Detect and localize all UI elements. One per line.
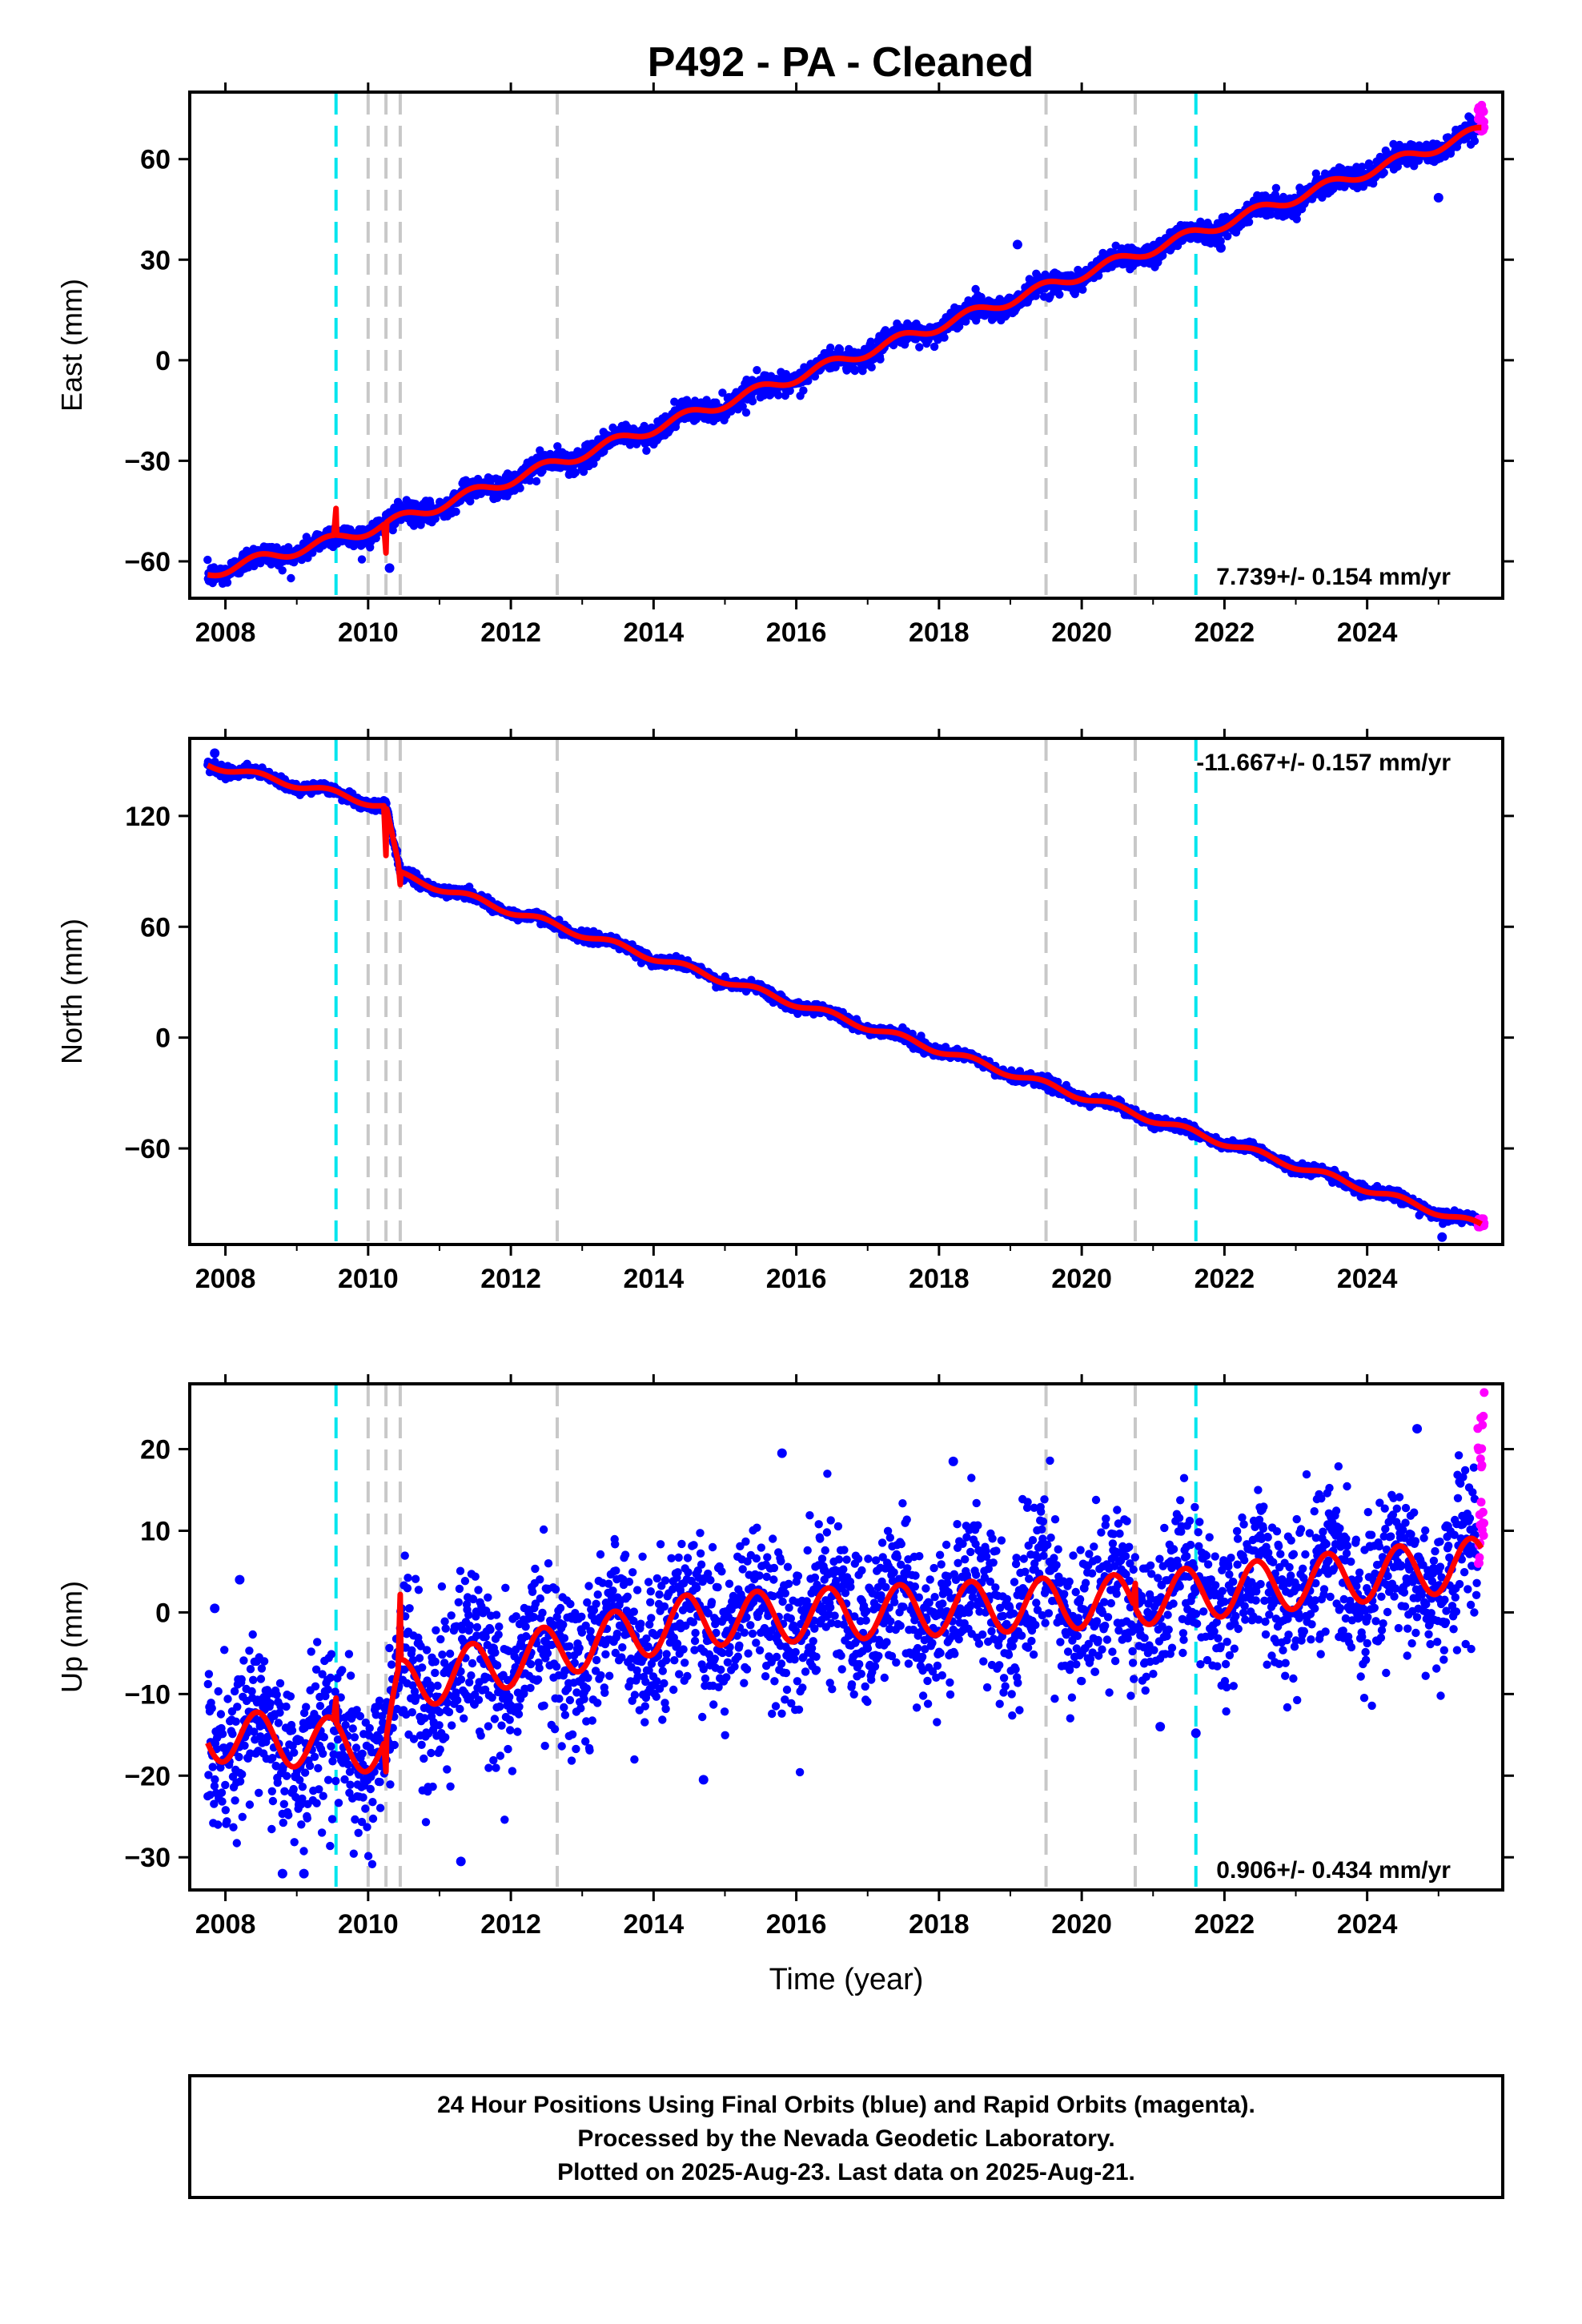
east-final-orbit-point <box>357 555 367 564</box>
east-final-orbit-point <box>826 344 835 352</box>
east-x-tick-label: 2018 <box>909 617 970 648</box>
east-final-orbit-point <box>516 484 524 493</box>
east-x-tick-label: 2014 <box>624 617 685 648</box>
east-final-orbit-point <box>876 355 885 364</box>
east-final-orbit-outlier <box>1215 243 1226 253</box>
east-x-tick-label: 2010 <box>338 617 399 648</box>
east-x-tick-label: 2008 <box>195 617 256 648</box>
east-final-orbit-point <box>1470 136 1480 146</box>
east-final-orbit-point <box>1244 218 1254 227</box>
east-final-orbit-point <box>799 386 808 395</box>
east-final-orbit-point <box>753 366 761 375</box>
east-final-orbit-point <box>525 476 535 485</box>
east-final-orbit-point <box>867 363 876 372</box>
east-final-orbit-outlier <box>1012 239 1022 250</box>
east-final-orbit-point <box>774 391 783 400</box>
east-y-tick-label: 0 <box>155 346 171 376</box>
east-final-orbit-point <box>785 386 794 396</box>
east-final-orbit-point <box>682 396 692 404</box>
east-final-orbit-point <box>810 372 820 381</box>
chart-title: P492 - PA - Cleaned <box>648 39 1034 86</box>
east-final-orbit-outlier <box>1433 192 1443 203</box>
east-rapid-orbit-point <box>1479 107 1488 116</box>
east-y-tick-label: −60 <box>124 547 171 577</box>
east-x-tick-label: 2016 <box>766 617 827 648</box>
east-x-tick-label: 2022 <box>1195 617 1255 648</box>
east-panel: 2008 2010 2012 2014 2016 2018 2020 2022 2024 −60 −… <box>55 82 1514 648</box>
east-final-orbit-point <box>718 388 727 397</box>
east-final-orbit-point <box>738 402 747 411</box>
east-y-tick-label: 30 <box>140 245 171 275</box>
east-final-orbit-outlier <box>384 563 395 573</box>
east-final-orbit-point <box>278 566 287 575</box>
east-final-orbit-point <box>553 442 562 451</box>
east-final-orbit-point <box>1271 183 1281 192</box>
east-final-orbit-point <box>940 333 949 342</box>
east-final-orbit-point <box>748 396 757 406</box>
east-rate-label: 7.739+/- 0.154 mm/yr <box>1216 564 1451 590</box>
east-final-orbit-point <box>452 507 460 517</box>
east-final-orbit-point <box>250 561 259 571</box>
east-final-orbit-point <box>287 573 295 583</box>
east-final-orbit-point <box>1055 290 1064 299</box>
east-final-orbit-point <box>1078 285 1087 294</box>
east-y-axis-label: East (mm) <box>55 279 88 412</box>
east-final-orbit-point <box>308 549 317 557</box>
east-y-tick-label: 60 <box>140 145 171 175</box>
east-final-orbit-point <box>571 468 580 477</box>
east-offset-lines <box>334 94 1198 597</box>
east-x-tick-label: 2020 <box>1051 617 1112 648</box>
east-final-orbit-point <box>741 408 751 417</box>
north-panel: 2008 2010 2012 2014 2016 2018 2020 2022 2024−600… <box>55 729 1514 1294</box>
east-final-orbit-point <box>835 344 845 354</box>
east-final-orbit-point <box>203 555 212 565</box>
east-final-orbit-point <box>915 343 924 352</box>
east-y-tick-label: −30 <box>124 446 171 476</box>
east-x-tick-label: 2024 <box>1337 617 1398 648</box>
east-final-orbit-point <box>589 459 598 468</box>
east-final-orbit-point <box>532 476 541 486</box>
east-final-orbit-point <box>579 467 588 476</box>
east-final-orbit-point <box>642 446 651 455</box>
east-x-tick-label: 2012 <box>480 617 541 648</box>
east-final-orbit-point <box>223 578 232 587</box>
